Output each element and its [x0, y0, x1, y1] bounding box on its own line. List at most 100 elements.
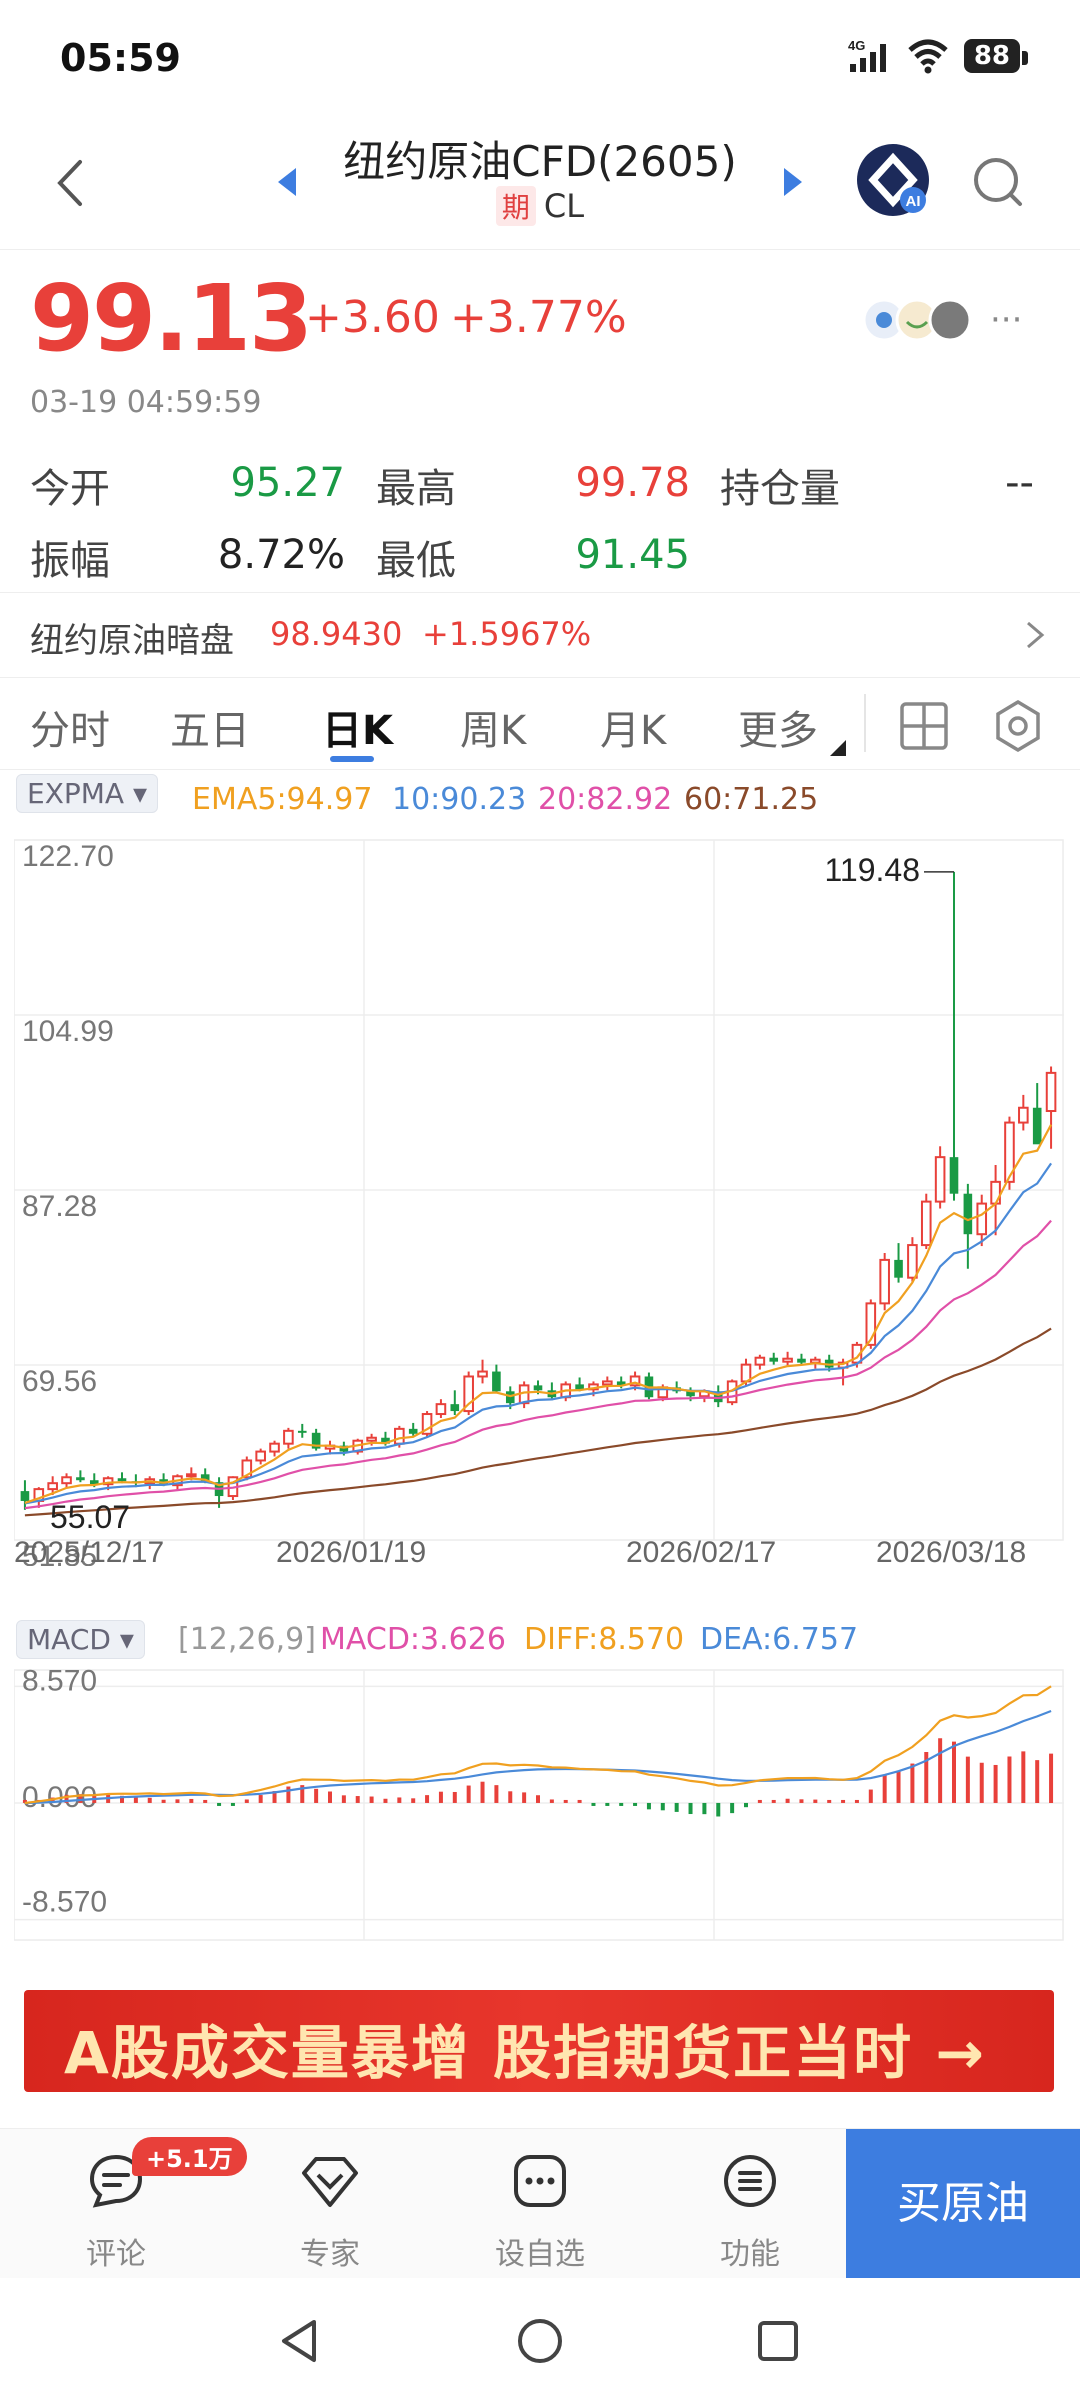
chevron-right-icon: [1027, 621, 1045, 649]
high-label: 最高: [376, 466, 456, 512]
tab-weekly-k[interactable]: 周K: [460, 708, 527, 754]
layout-grid-icon[interactable]: [898, 700, 950, 752]
candle-body-up: [990, 1180, 1001, 1205]
page-title: 纽约原油CFD(2605): [343, 137, 737, 186]
candle-body-down: [894, 1259, 903, 1278]
candle-body-down: [616, 1381, 626, 1386]
candle-body-up: [477, 1370, 488, 1378]
candle-body-up: [186, 1473, 197, 1478]
candle-body-up: [754, 1356, 766, 1366]
sub-indicator-name: MACD: [27, 1623, 111, 1656]
amplitude-label: 振幅: [30, 538, 110, 584]
ema20-line: [24, 1219, 1052, 1510]
dark-pool-label: 纽约原油暗盘: [30, 621, 234, 661]
candle-body-up: [602, 1380, 613, 1386]
tab-intraday[interactable]: 分时: [30, 708, 110, 754]
back-icon[interactable]: [40, 148, 100, 218]
candle-body-down: [533, 1385, 543, 1391]
signal-icon: 4G: [848, 38, 886, 72]
x-tick-label: 2025/12/17: [14, 1536, 164, 1566]
ema5-value: EMA5:94.97: [192, 782, 373, 817]
dropdown-corner-icon: [830, 740, 846, 756]
oi-value: --: [1005, 460, 1034, 506]
network-type: 4G: [848, 38, 865, 53]
nav-home-icon[interactable]: [515, 2316, 565, 2366]
buy-button[interactable]: 买原油: [846, 2129, 1080, 2279]
comment-label: 评论: [86, 2237, 146, 2272]
ema10-line: [24, 1162, 1053, 1505]
candle-body-down: [686, 1391, 695, 1397]
main-indicator-select[interactable]: EXPMA ▾: [16, 774, 159, 813]
candlestick-chart[interactable]: 122.70104.9987.2869.5651.85119.4855.0720…: [14, 826, 1064, 1566]
active-tab-indicator: [330, 756, 374, 762]
search-icon[interactable]: [970, 154, 1026, 210]
nav-recents-icon[interactable]: [755, 2318, 801, 2364]
candle-body-up: [102, 1477, 114, 1486]
candle-body-up: [269, 1442, 280, 1453]
macd-frame: [14, 1669, 1064, 1941]
battery-icon: 88: [963, 39, 1029, 73]
candle-body-down: [505, 1391, 515, 1404]
y-tick-label: 122.70: [22, 840, 114, 873]
candle-body-down: [89, 1480, 99, 1485]
candle-body-up: [782, 1357, 793, 1363]
candle-body-up: [47, 1482, 58, 1491]
candle-body-up: [283, 1429, 294, 1445]
candle-body-up: [435, 1403, 447, 1416]
last-price: 99.13: [30, 265, 313, 372]
dark-pool-row[interactable]: 纽约原油暗盘 98.9430 +1.5967%: [0, 592, 1080, 678]
candle-body-down: [769, 1357, 779, 1362]
function-button[interactable]: 功能: [680, 2129, 820, 2279]
comment-count-badge: +5.1万: [132, 2137, 247, 2176]
tab-daily-k[interactable]: 日K: [322, 708, 393, 754]
x-tick-label: 2026/03/18: [876, 1536, 1026, 1566]
more-icon[interactable]: ···: [990, 300, 1023, 340]
function-menu-icon: [724, 2155, 776, 2207]
open-value: 95.27: [230, 460, 345, 506]
candle-body-down: [963, 1193, 973, 1235]
dea-value: DEA:6.757: [700, 1622, 859, 1657]
candle-body-down: [492, 1371, 501, 1392]
social-avatars-icon[interactable]: [862, 292, 982, 348]
candle-body-down: [450, 1404, 460, 1412]
add-watchlist-button[interactable]: 设自选: [470, 2129, 610, 2279]
candle-body-up: [463, 1375, 474, 1413]
candle-body-down: [1032, 1107, 1042, 1145]
settings-icon[interactable]: [992, 698, 1044, 754]
candle-body-up: [241, 1459, 253, 1479]
candle-body-down: [200, 1474, 210, 1483]
expert-button[interactable]: 专家: [260, 2129, 400, 2279]
candle-body-up: [366, 1436, 377, 1442]
ema5-line: [24, 1124, 1053, 1504]
candle-body-down: [76, 1477, 85, 1481]
candle-body-up: [255, 1450, 266, 1462]
function-label: 功能: [720, 2237, 780, 2272]
comment-button[interactable]: 评论: [46, 2129, 186, 2279]
prev-contract-icon[interactable]: [272, 162, 302, 202]
candle-body-down: [713, 1391, 723, 1403]
candle-body-down: [408, 1428, 418, 1434]
candle-body-up: [61, 1476, 72, 1485]
diff-value: DIFF:8.570: [524, 1622, 685, 1657]
tab-more[interactable]: 更多: [738, 708, 818, 754]
status-icons: 4G 88: [848, 38, 1029, 74]
status-time: 05:59: [60, 36, 181, 80]
candle-body-up: [1004, 1121, 1015, 1183]
sub-indicator-select[interactable]: MACD ▾: [16, 1620, 145, 1659]
candle-body-down: [797, 1358, 806, 1363]
candle-body-down: [949, 1157, 959, 1194]
candle-body-up: [1045, 1071, 1057, 1113]
y-tick-label: -8.570: [22, 1886, 107, 1919]
next-contract-icon[interactable]: [778, 162, 808, 202]
expert-label: 专家: [300, 2237, 360, 2272]
candle-body-up: [907, 1244, 918, 1279]
candle-body-up: [934, 1156, 946, 1203]
tab-monthly-k[interactable]: 月K: [600, 708, 667, 754]
tab-five-day[interactable]: 五日: [170, 708, 250, 754]
chart-tabs: 分时 五日 日K 周K 月K 更多: [0, 680, 1080, 770]
candle-body-up: [920, 1200, 932, 1247]
nav-back-icon[interactable]: [276, 2316, 322, 2366]
ad-banner[interactable]: A股成交量暴增 股指期货正当时 →: [24, 1990, 1054, 2092]
ai-assistant-icon[interactable]: AI: [855, 142, 931, 218]
